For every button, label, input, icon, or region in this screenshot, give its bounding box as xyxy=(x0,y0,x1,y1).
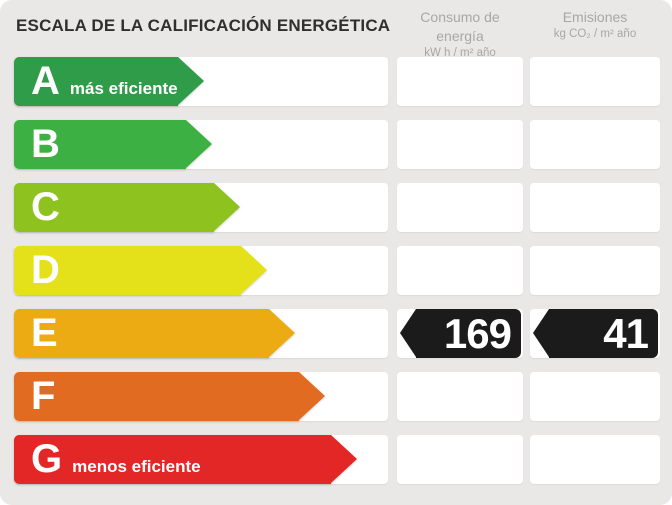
emissions-value: 41 xyxy=(603,310,649,357)
rating-arrow-body: A más eficiente xyxy=(14,57,178,106)
rating-arrow-c: C xyxy=(14,183,240,232)
most-efficient-label: más eficiente xyxy=(69,79,178,98)
arrow-tip-icon xyxy=(241,246,267,294)
arrow-tip-icon xyxy=(186,120,212,168)
rating-letter-c: C xyxy=(31,185,60,229)
rating-row-a: A más eficiente xyxy=(14,57,672,106)
rating-arrow-d: D xyxy=(14,246,267,295)
emissions-cell-f xyxy=(530,372,660,421)
consumption-cell-d xyxy=(397,246,523,295)
consumption-cell-c xyxy=(397,183,523,232)
rating-arrow-b: B xyxy=(14,120,212,169)
rating-arrow-body: G menos eficiente xyxy=(14,435,331,484)
page-title: ESCALA DE LA CALIFICACIÓN ENERGÉTICA xyxy=(16,16,391,35)
rating-letter-g: G xyxy=(31,437,63,481)
emissions-cell-d xyxy=(530,246,660,295)
rating-arrow-body: E xyxy=(14,309,269,358)
rating-row-d: D xyxy=(14,246,672,295)
arrow-tip-icon xyxy=(214,183,240,231)
rating-arrow-body: F xyxy=(14,372,299,421)
rating-arrow-g: G menos eficiente xyxy=(14,435,357,484)
consumption-unit: kW h / m² año xyxy=(424,47,496,59)
rating-arrow-body: D xyxy=(14,246,241,295)
consumption-value: 169 xyxy=(443,310,512,357)
rating-letter-a: A xyxy=(31,59,60,103)
arrow-tip-icon xyxy=(177,57,204,105)
rating-letter-e: E xyxy=(31,311,58,355)
rating-letter-d: D xyxy=(31,248,60,292)
rating-row-b: B xyxy=(14,120,672,169)
rating-row-e: E 169 41 xyxy=(14,309,672,358)
rating-rows: A más eficiente B xyxy=(14,57,672,498)
emissions-cell-g xyxy=(530,435,660,484)
emissions-cell-e: 41 xyxy=(530,309,660,358)
consumption-cell-a xyxy=(397,57,523,106)
consumption-cell-e: 169 xyxy=(397,309,523,358)
emissions-value-arrow: 41 xyxy=(533,309,658,358)
rating-letter-b: B xyxy=(31,122,60,166)
consumption-title: Consumo de energía xyxy=(420,9,500,44)
arrow-tip-icon xyxy=(331,435,357,483)
rating-arrow-body: B xyxy=(14,120,186,169)
value-arrow-tip-icon xyxy=(400,309,416,357)
value-arrow-body: 169 xyxy=(416,309,521,358)
emissions-cell-a xyxy=(530,57,660,106)
emissions-unit: kg CO₂ / m² año xyxy=(553,28,637,40)
least-efficient-label: menos eficiente xyxy=(72,457,201,476)
value-arrow-body: 41 xyxy=(549,309,658,358)
consumption-cell-g xyxy=(397,435,523,484)
value-arrow-tip-icon xyxy=(533,309,549,357)
rating-arrow-f: F xyxy=(14,372,325,421)
rating-row-c: C xyxy=(14,183,672,232)
rating-arrow-body: C xyxy=(14,183,214,232)
consumption-cell-f xyxy=(397,372,523,421)
rating-row-f: F xyxy=(14,372,672,421)
arrow-tip-icon xyxy=(269,309,295,357)
arrow-tip-icon xyxy=(299,372,325,420)
emissions-column-header: Emisiones kg CO₂ / m² año xyxy=(530,8,660,42)
emissions-cell-b xyxy=(530,120,660,169)
emissions-title: Emisiones xyxy=(562,9,628,25)
emissions-cell-c xyxy=(530,183,660,232)
consumption-cell-b xyxy=(397,120,523,169)
rating-letter-f: F xyxy=(31,374,56,418)
rating-arrow-e: E xyxy=(14,309,295,358)
rating-arrow-a: A más eficiente xyxy=(14,57,204,106)
rating-row-g: G menos eficiente xyxy=(14,435,672,484)
consumption-value-arrow: 169 xyxy=(400,309,521,358)
consumption-column-header: Consumo de energía kW h / m² año xyxy=(397,8,523,61)
